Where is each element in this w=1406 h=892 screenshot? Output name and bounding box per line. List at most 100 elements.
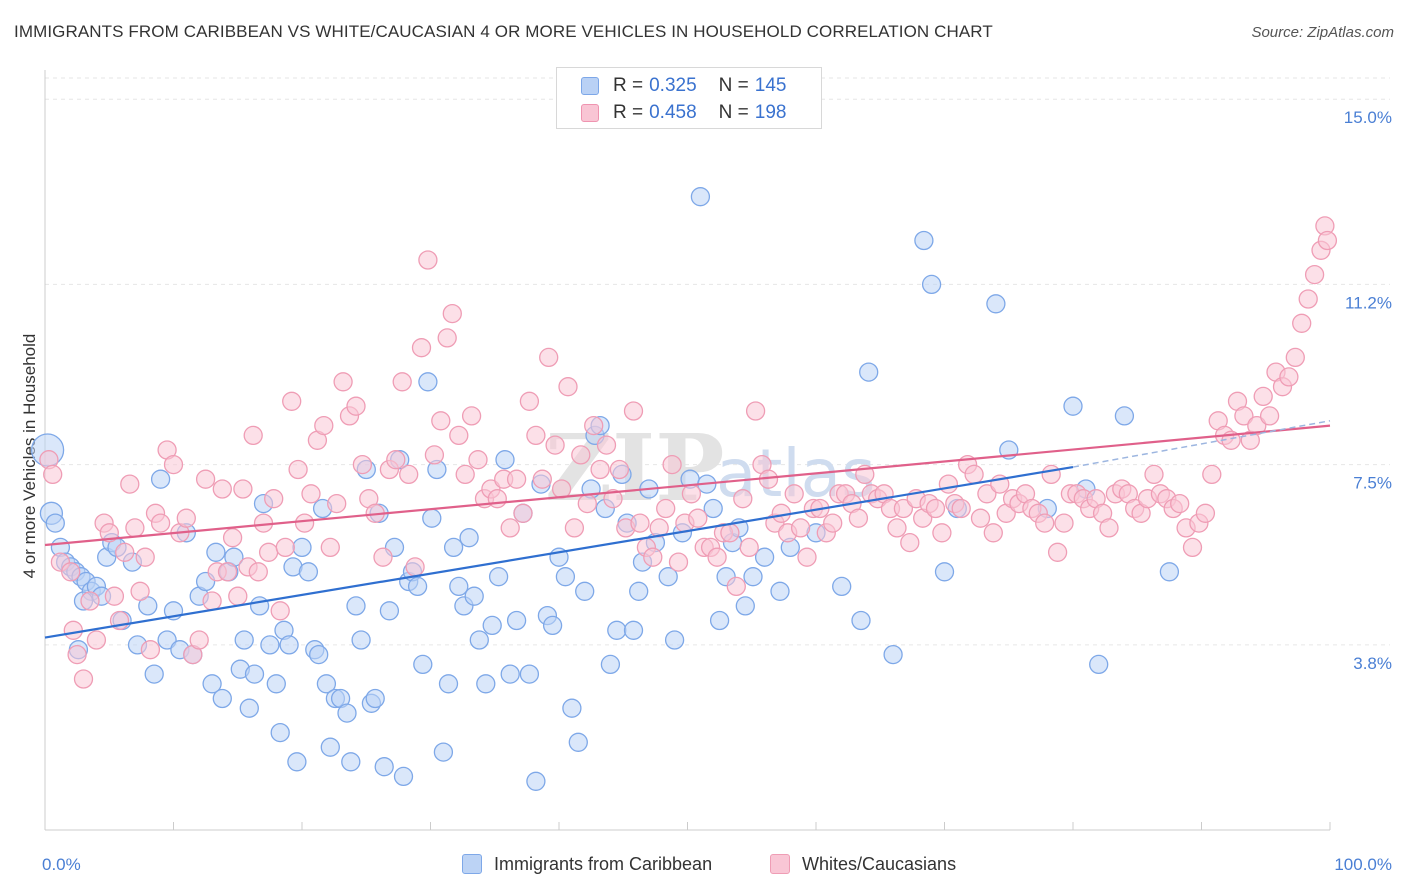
data-point: [476, 674, 496, 694]
data-point: [163, 454, 184, 475]
data-point: [443, 537, 464, 558]
n-value: 198: [754, 102, 787, 123]
data-point: [754, 547, 775, 567]
data-point: [264, 489, 284, 509]
x-tick-label-min: 0.0%: [42, 855, 81, 874]
data-point: [449, 576, 469, 597]
y-tick-label: 11.2%: [1345, 293, 1392, 312]
data-point: [288, 459, 308, 480]
data-point: [832, 576, 852, 597]
data-point: [893, 498, 914, 519]
data-point: [346, 396, 366, 416]
data-point: [418, 372, 438, 392]
watermark-zip: ZIP: [545, 414, 724, 522]
data-point: [623, 620, 644, 640]
data-point: [407, 576, 428, 597]
bottom-legend-white[interactable]: Whites/Caucasians: [770, 852, 956, 876]
data-point: [1317, 230, 1338, 251]
data-point: [212, 479, 232, 499]
data-point: [562, 698, 582, 718]
data-point: [469, 630, 489, 650]
data-point: [784, 484, 804, 504]
series-caribbean-points: [30, 187, 1180, 791]
data-point: [438, 674, 459, 694]
chart-title: IMMIGRANTS FROM CARIBBEAN VS WHITE/CAUCA…: [14, 22, 993, 41]
data-point: [964, 464, 984, 485]
data-point: [630, 513, 650, 533]
data-point: [234, 630, 254, 650]
data-point: [977, 484, 997, 504]
data-point: [925, 498, 946, 519]
legend-swatch-blue: [462, 854, 482, 874]
data-point: [482, 615, 502, 636]
data-point: [1195, 503, 1216, 523]
data-point: [735, 596, 755, 616]
data-point: [500, 664, 520, 684]
data-point: [176, 508, 196, 528]
r-label: R =: [613, 102, 644, 123]
data-point: [327, 493, 347, 514]
data-point: [1202, 464, 1222, 485]
data-point: [115, 542, 135, 562]
data-point: [346, 596, 366, 616]
data-point: [577, 493, 597, 514]
y-tick-label: 7.5%: [1353, 474, 1392, 493]
data-point: [455, 464, 475, 485]
data-point: [790, 518, 811, 538]
data-point: [282, 391, 302, 411]
data-point: [157, 630, 177, 650]
data-point: [823, 513, 843, 533]
data-point: [558, 377, 578, 397]
data-point: [61, 562, 81, 582]
data-point: [104, 586, 125, 606]
data-point: [73, 669, 94, 689]
data-point: [983, 523, 1003, 543]
data-point: [883, 644, 903, 665]
data-point: [575, 581, 595, 601]
data-point: [726, 576, 746, 597]
data-point: [1253, 386, 1273, 407]
data-point: [418, 250, 438, 270]
data-point: [249, 596, 270, 616]
data-point: [320, 737, 340, 757]
data-point: [1234, 406, 1254, 426]
data-point: [464, 586, 484, 606]
data-point: [437, 328, 457, 348]
data-point: [932, 523, 952, 543]
data-point: [506, 469, 527, 489]
data-point: [140, 640, 161, 660]
data-point: [733, 489, 753, 509]
data-point: [63, 620, 83, 640]
data-point: [195, 469, 216, 489]
trend-lines: [44, 420, 1331, 639]
data-point: [405, 557, 425, 577]
n-value: 145: [754, 75, 787, 96]
data-point: [568, 732, 588, 752]
data-point: [243, 425, 263, 446]
data-point: [745, 401, 766, 421]
data-point: [1047, 542, 1068, 562]
data-point: [709, 610, 730, 631]
data-point: [365, 688, 385, 709]
n-label: N =: [718, 102, 749, 123]
data-point: [202, 674, 222, 694]
data-point: [130, 581, 150, 601]
data-point: [1099, 518, 1119, 538]
bottom-legend-caribbean[interactable]: Immigrants from Caribbean: [462, 852, 712, 876]
data-point: [212, 688, 232, 709]
data-point: [545, 435, 565, 455]
data-point: [468, 450, 488, 470]
data-point: [607, 620, 627, 640]
data-point: [506, 610, 527, 631]
data-point: [459, 528, 479, 548]
data-point: [859, 362, 879, 382]
data-point: [555, 567, 576, 587]
data-point: [681, 484, 702, 504]
data-point: [294, 513, 315, 533]
data-point: [668, 552, 689, 572]
r-label: R =: [613, 75, 644, 96]
data-point: [643, 547, 663, 567]
data-point: [374, 757, 394, 777]
data-point: [662, 454, 682, 475]
